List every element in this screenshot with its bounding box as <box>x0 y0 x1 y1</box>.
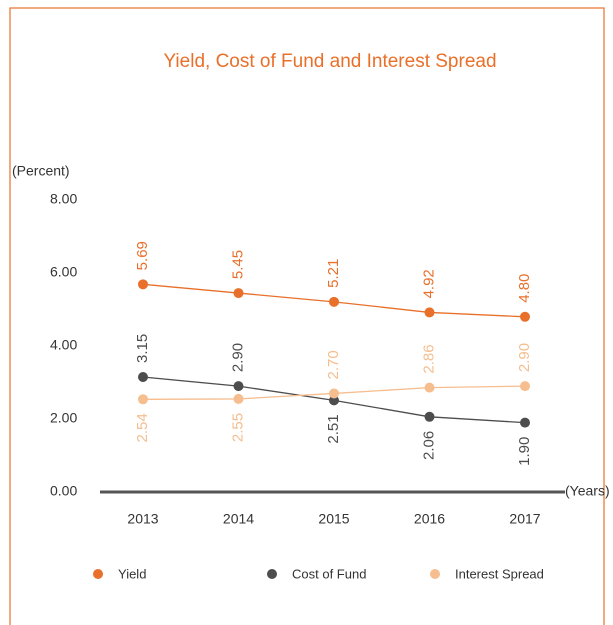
point <box>424 411 435 422</box>
legend-marker <box>93 569 103 579</box>
point <box>233 393 244 404</box>
point <box>138 394 148 405</box>
y-axis-label: (Percent) <box>12 163 70 179</box>
value-label: 2.51 <box>325 414 342 443</box>
value-label: 2.54 <box>134 413 151 442</box>
legend-label: Interest Spread <box>455 566 544 581</box>
legend-marker <box>430 569 440 579</box>
point <box>424 307 435 318</box>
value-label: 2.06 <box>420 431 437 460</box>
point <box>520 381 530 392</box>
point <box>138 372 148 383</box>
y-tick-label: 6.00 <box>50 264 77 280</box>
value-label: 5.69 <box>134 241 151 270</box>
legend-label: Yield <box>118 566 146 581</box>
value-label: 2.86 <box>420 344 437 373</box>
frame <box>9 7 605 625</box>
point <box>520 417 530 428</box>
y-tick-label: 2.00 <box>50 410 77 426</box>
chart-title: Yield, Cost of Fund and Interest Spread <box>163 51 496 72</box>
x-axis-label: (Years) <box>565 483 610 499</box>
x-tick-label: 2014 <box>223 511 254 527</box>
legend-label: Cost of Fund <box>292 566 366 581</box>
x-tick-label: 2016 <box>414 511 445 527</box>
x-tick-label: 2017 <box>509 511 540 527</box>
value-label: 2.90 <box>516 343 533 372</box>
point <box>520 311 530 322</box>
point <box>329 388 339 399</box>
value-label: 2.90 <box>229 343 246 372</box>
legend-marker <box>267 569 277 579</box>
point <box>138 279 148 290</box>
value-label: 4.80 <box>516 274 533 303</box>
y-tick-label: 0.00 <box>50 483 77 499</box>
x-tick-label: 2015 <box>318 511 349 527</box>
value-label: 3.15 <box>134 334 151 363</box>
y-tick-label: 8.00 <box>50 191 77 207</box>
value-label: 1.90 <box>516 437 533 466</box>
point <box>329 296 339 307</box>
point <box>233 288 244 299</box>
value-label: 5.21 <box>325 259 342 288</box>
value-label: 2.55 <box>229 413 246 442</box>
point <box>329 395 339 406</box>
value-label: 5.45 <box>229 250 246 279</box>
value-label: 4.92 <box>420 269 437 298</box>
point <box>233 381 244 392</box>
value-label: 2.70 <box>325 350 342 379</box>
y-tick-label: 4.00 <box>50 337 77 353</box>
point <box>424 382 435 393</box>
x-tick-label: 2013 <box>127 511 158 527</box>
